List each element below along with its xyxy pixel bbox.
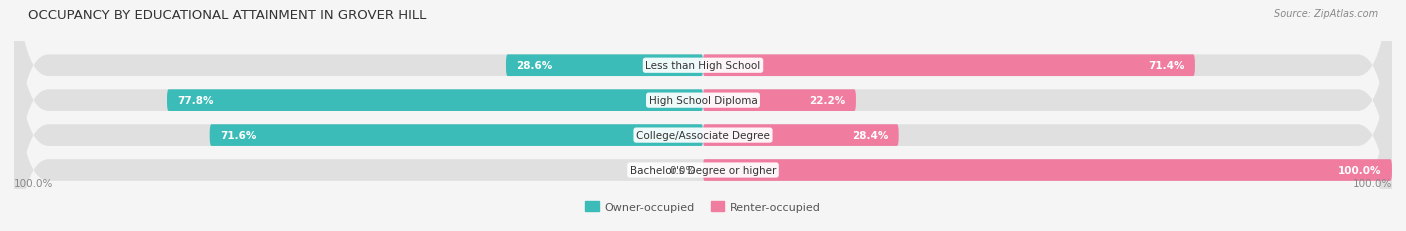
FancyBboxPatch shape [703,125,898,146]
FancyBboxPatch shape [14,0,1392,229]
FancyBboxPatch shape [703,90,856,112]
FancyBboxPatch shape [703,55,1195,77]
Text: 71.4%: 71.4% [1149,61,1185,71]
Text: High School Diploma: High School Diploma [648,96,758,106]
Text: Source: ZipAtlas.com: Source: ZipAtlas.com [1274,9,1378,19]
FancyBboxPatch shape [703,159,1392,181]
FancyBboxPatch shape [14,0,1392,231]
Text: 100.0%: 100.0% [14,178,53,188]
FancyBboxPatch shape [209,125,703,146]
Text: 71.6%: 71.6% [221,131,256,140]
Text: 22.2%: 22.2% [810,96,845,106]
FancyBboxPatch shape [14,0,1392,231]
FancyBboxPatch shape [167,90,703,112]
Legend: Owner-occupied, Renter-occupied: Owner-occupied, Renter-occupied [581,197,825,216]
Text: OCCUPANCY BY EDUCATIONAL ATTAINMENT IN GROVER HILL: OCCUPANCY BY EDUCATIONAL ATTAINMENT IN G… [28,9,426,22]
Text: 77.8%: 77.8% [177,96,214,106]
Text: 100.0%: 100.0% [1353,178,1392,188]
Text: 28.6%: 28.6% [516,61,553,71]
FancyBboxPatch shape [506,55,703,77]
Text: 0.0%: 0.0% [669,165,696,175]
Text: College/Associate Degree: College/Associate Degree [636,131,770,140]
Text: 28.4%: 28.4% [852,131,889,140]
Text: 100.0%: 100.0% [1339,165,1382,175]
Text: Bachelor's Degree or higher: Bachelor's Degree or higher [630,165,776,175]
FancyBboxPatch shape [14,7,1392,231]
Text: Less than High School: Less than High School [645,61,761,71]
